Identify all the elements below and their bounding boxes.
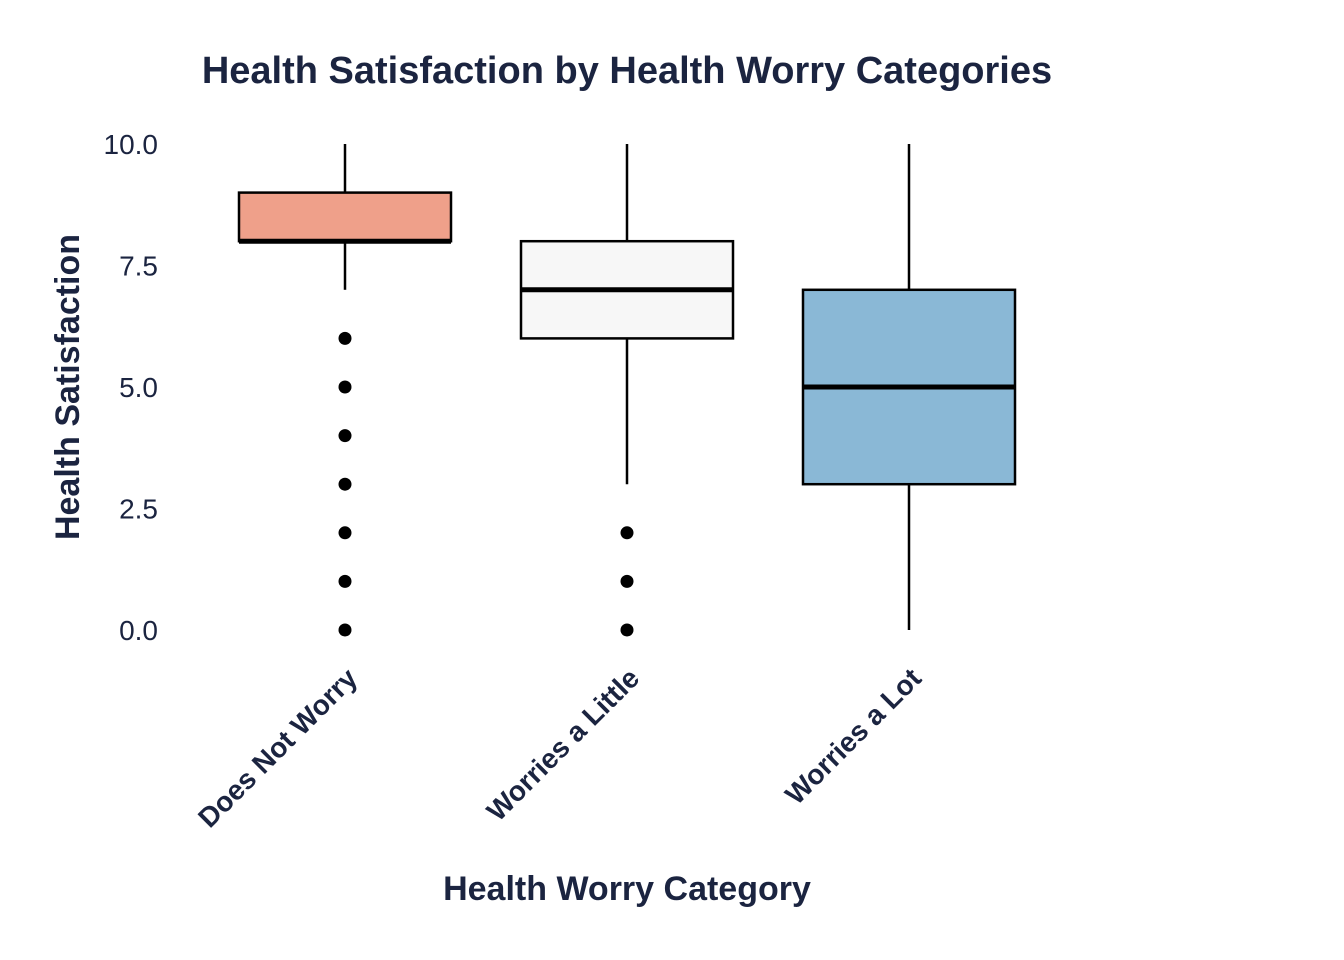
outlier-point [620, 623, 634, 637]
y-tick-label: 10.0 [104, 129, 159, 160]
box-group [801, 144, 1017, 630]
plot-area [237, 144, 1017, 637]
outlier-point [338, 574, 352, 588]
box-group [519, 144, 735, 637]
y-tick-label: 7.5 [119, 251, 158, 282]
outlier-point [338, 331, 352, 345]
box [237, 191, 453, 243]
chart-title: Health Satisfaction by Health Worry Cate… [202, 50, 1052, 92]
y-tick-label: 5.0 [119, 372, 158, 403]
outlier-point [338, 623, 352, 637]
outlier-point [620, 574, 634, 588]
y-axis: 0.0 2.5 5.0 7.5 10.0 [104, 129, 159, 646]
x-tick-label: Worries a Little [481, 662, 646, 827]
x-tick-label: Worries a Lot [779, 662, 927, 810]
y-tick-label: 2.5 [119, 494, 158, 525]
x-tick-label: Does Not Worry [192, 662, 363, 833]
outlier-point [338, 477, 352, 491]
y-axis-title: Health Satisfaction [49, 234, 87, 540]
outlier-point [338, 429, 352, 443]
box-group [237, 144, 453, 637]
x-axis-title: Health Worry Category [443, 870, 811, 908]
x-axis: Does Not Worry Worries a Little Worries a … [192, 662, 927, 833]
y-tick-label: 0.0 [119, 615, 158, 646]
outlier-point [620, 526, 634, 540]
outlier-point [338, 380, 352, 394]
outlier-point [338, 526, 352, 540]
